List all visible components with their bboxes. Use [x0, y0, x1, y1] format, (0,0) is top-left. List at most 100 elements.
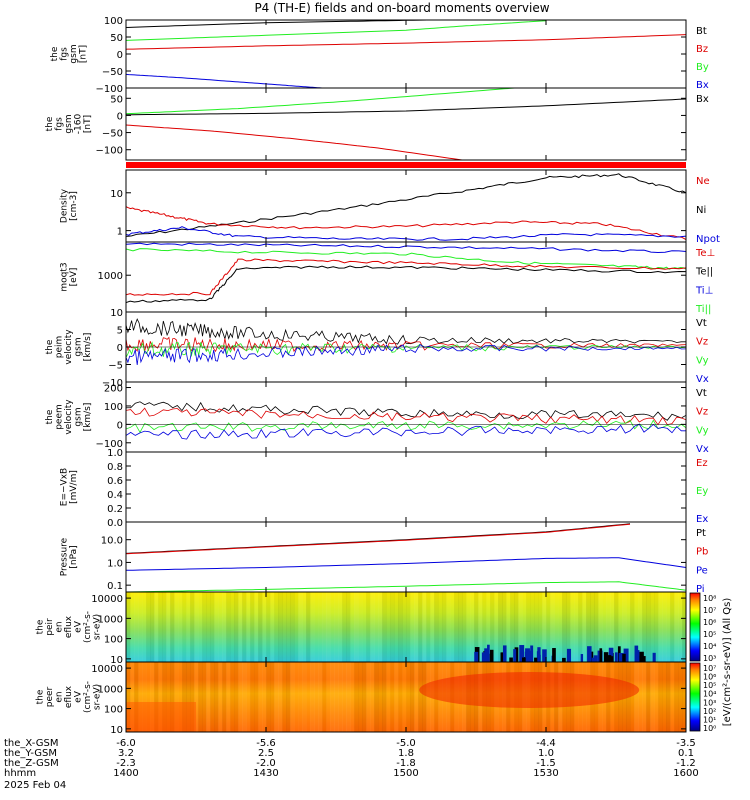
panel-fgs: Bt Bz By Bx 100 50 0 −50 −100 the fgs gsm [nT] — [50, 16, 709, 95]
spectrogram-streak — [422, 662, 427, 732]
spectrogram-patch — [622, 653, 626, 662]
spectrogram-streak — [150, 592, 155, 662]
spectrogram-streak — [462, 592, 467, 662]
y-axis-label-line: (cm²-s- — [83, 681, 93, 713]
plot-area — [126, 173, 686, 241]
time-row-value: 1.0 — [538, 748, 554, 759]
spectrogram-streak — [170, 592, 175, 662]
y-tick-label: 1 — [117, 227, 123, 238]
y-tick-label: 0 — [117, 50, 123, 61]
legend-entry: Ni — [696, 205, 706, 216]
spectrogram-streak — [662, 592, 667, 662]
spectrogram-streak — [370, 662, 375, 732]
spectrogram-streak — [214, 662, 219, 732]
spectrogram-streak — [238, 592, 243, 662]
spectrogram-streak — [314, 592, 319, 662]
colorbar-tick-label: 10³ — [703, 654, 716, 663]
spectrogram-streak — [390, 592, 395, 662]
y-tick-label: 100 — [104, 402, 123, 413]
spectrogram-streak — [318, 592, 323, 662]
spectrogram-streak — [590, 592, 595, 662]
time-row-value: 1530 — [533, 768, 558, 779]
series-line-Bz — [126, 124, 463, 160]
y-tick-label: 100 — [104, 635, 123, 646]
colorbar-tick-label: 10⁷ — [703, 664, 716, 673]
y-tick-label: 0.2 — [107, 504, 123, 515]
y-tick-label: 1000 — [98, 684, 123, 695]
spectrogram-streak — [290, 662, 295, 732]
plot-area — [126, 318, 686, 365]
spectrogram-streak — [126, 662, 131, 732]
colorbar-tick-label: 10⁵ — [703, 630, 716, 639]
spectrogram-streak — [274, 662, 279, 732]
panel-density: Ne Ni Npot 10 1 Density [cm-3] — [59, 169, 720, 245]
legend-entry: Pt — [696, 528, 706, 539]
y-axis-label-line: gsm — [69, 44, 79, 63]
spectrogram-streak — [366, 592, 371, 662]
series-line-Pt — [126, 523, 631, 554]
legend-entry: Pb — [696, 547, 708, 558]
y-axis-label-line: fgs — [59, 47, 69, 61]
spectrogram-streak — [554, 592, 559, 662]
spectrogram-streak — [270, 662, 275, 732]
spectrogram-patch — [609, 656, 614, 662]
spectrogram-streak — [398, 662, 403, 732]
y-axis-label: Density [cm-3] — [59, 188, 79, 223]
legend-entry: Bx — [696, 94, 709, 105]
spectrogram-streak — [658, 662, 663, 732]
y-axis-label-line: gsm — [74, 407, 84, 426]
legend-entry: Npot — [696, 234, 720, 245]
plot-area — [126, 242, 686, 304]
time-row-value: 2.5 — [258, 748, 274, 759]
spectrogram-streak — [394, 592, 399, 662]
spectrogram-streak — [494, 592, 499, 662]
y-axis-label-line: eV — [74, 690, 84, 703]
spectrogram-streak — [358, 592, 363, 662]
y-axis-label-line: Pressure — [59, 537, 69, 576]
spectrogram-streak — [374, 592, 379, 662]
y-tick-label: 5 — [117, 326, 123, 337]
spectrogram-patch — [566, 648, 572, 662]
y-axis-label-line: sr-eV) — [93, 614, 103, 640]
y-axis-label-line: en — [55, 621, 65, 632]
spectrogram-streak — [658, 592, 663, 662]
time-row-value: -1.2 — [676, 758, 696, 769]
legend-entry: Vx — [696, 374, 709, 385]
spectrogram-streak — [382, 662, 387, 732]
panel-band — [126, 162, 686, 168]
y-tick-label: 1.0 — [107, 448, 123, 459]
y-axis-label-line: gsm — [64, 114, 74, 133]
spectrogram-streak — [138, 662, 143, 732]
spectrogram-streak — [334, 662, 339, 732]
spectrogram-streak — [550, 592, 555, 662]
spectrogram-streak — [418, 592, 423, 662]
spectrogram-streak — [342, 592, 347, 662]
spectrogram-streak — [502, 592, 507, 662]
spectrogram-streak — [186, 592, 191, 662]
spectrogram-streak — [134, 592, 139, 662]
spectrogram-patch — [591, 657, 595, 662]
time-row-label: hhmm — [4, 768, 36, 779]
spectrogram-streak — [222, 592, 227, 662]
spectrogram-patch — [537, 647, 541, 662]
spectrogram-streak — [410, 592, 415, 662]
y-tick-label: 1000 — [98, 271, 123, 282]
legend-entry: Ne — [696, 176, 710, 187]
spectrogram-streak — [202, 592, 207, 662]
spectrogram-streak — [322, 592, 327, 662]
y-tick-label: 100 — [104, 16, 123, 27]
spectrogram-streak — [194, 662, 199, 732]
spectrogram-streak — [338, 592, 343, 662]
plot-area — [126, 20, 686, 88]
spectrogram-patch — [552, 648, 556, 662]
spectrogram-streak — [326, 662, 331, 732]
spectrogram-streak — [586, 592, 591, 662]
spectrogram-streak — [510, 592, 515, 662]
y-axis-label-line: [cm-3] — [69, 191, 79, 221]
spectrogram-patch — [652, 652, 656, 662]
spectrogram-streak — [246, 662, 251, 732]
spectrogram-streak — [162, 662, 167, 732]
spectrogram-streak — [358, 662, 363, 732]
